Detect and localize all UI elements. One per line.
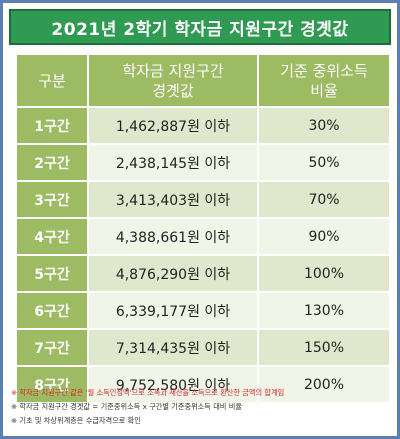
row-ratio: 200% (257, 365, 391, 404)
row-label: 2구간 (15, 143, 89, 182)
header-category-label: 구분 (38, 71, 66, 90)
row-ratio: 150% (257, 328, 391, 367)
header-threshold-line2: 경곗값 (152, 81, 194, 100)
header-ratio: 기준 중위소득 비율 (257, 53, 391, 108)
row-amount: 1,462,887원 이하 (87, 106, 259, 145)
footnote-text: 학자금 지원구간 값은 '월 소득인정액'으로 소득과 재산을 소득으로 환산한… (19, 388, 285, 397)
row-amount: 4,388,661원 이하 (87, 217, 259, 256)
row-amount: 6,339,177원 이하 (87, 291, 259, 330)
header-row: 구분 학자금 지원구간 경곗값 기준 중위소득 비율 (15, 53, 391, 108)
row-ratio: 30% (257, 106, 391, 145)
header-ratio-line2: 비율 (310, 81, 338, 100)
table-row: 8구간 9,752,580원 이하 200% (15, 365, 391, 404)
footnote-text: 학자금 지원구간 경곗값 = 기준중위소득 x 구간별 기준중위소득 대비 비율 (19, 402, 242, 411)
table-row: 4구간 4,388,661원 이하 90% (15, 217, 391, 256)
header-ratio-line1: 기준 중위소득 (280, 61, 368, 80)
footnote-item: ※ 학자금 지원구간 경곗값 = 기준중위소득 x 구간별 기준중위소득 대비 … (11, 400, 395, 414)
table-row: 6구간 6,339,177원 이하 130% (15, 291, 391, 330)
footnotes: ※ 학자금 지원구간 값은 '월 소득인정액'으로 소득과 재산을 소득으로 환… (11, 386, 395, 428)
page-title: 2021년 2학기 학자금 지원구간 경곗값 (9, 9, 391, 45)
table-row: 1구간 1,462,887원 이하 30% (15, 106, 391, 145)
footnote-text: 기초 및 차상위계층은 수급자격으로 확인 (19, 416, 141, 425)
table-body: 1구간 1,462,887원 이하 30% 2구간 2,438,145원 이하 … (15, 106, 391, 404)
row-label: 3구간 (15, 180, 89, 219)
row-ratio: 70% (257, 180, 391, 219)
row-ratio: 130% (257, 291, 391, 330)
row-amount: 2,438,145원 이하 (87, 143, 259, 182)
page-title-text: 2021년 2학기 학자금 지원구간 경곗값 (51, 19, 349, 40)
footnote-mark: ※ (11, 402, 18, 411)
header-threshold-line1: 학자금 지원구간 (122, 61, 224, 80)
footnote-item: ※ 기초 및 차상위계층은 수급자격으로 확인 (11, 414, 395, 428)
row-amount: 9,752,580원 이하 (87, 365, 259, 404)
table-row: 3구간 3,413,403원 이하 70% (15, 180, 391, 219)
row-amount: 3,413,403원 이하 (87, 180, 259, 219)
support-bracket-table: 구분 학자금 지원구간 경곗값 기준 중위소득 비율 1구간 1,462,887… (15, 53, 391, 404)
row-label: 4구간 (15, 217, 89, 256)
header-category: 구분 (15, 53, 89, 108)
table-header: 구분 학자금 지원구간 경곗값 기준 중위소득 비율 (15, 53, 391, 108)
row-ratio: 100% (257, 254, 391, 293)
table-row: 7구간 7,314,435원 이하 150% (15, 328, 391, 367)
row-ratio: 50% (257, 143, 391, 182)
footnote-mark: ※ (11, 416, 18, 425)
row-label: 6구간 (15, 291, 89, 330)
header-threshold: 학자금 지원구간 경곗값 (87, 53, 259, 108)
row-label: 5구간 (15, 254, 89, 293)
row-ratio: 90% (257, 217, 391, 256)
row-label: 7구간 (15, 328, 89, 367)
row-label: 1구간 (15, 106, 89, 145)
footnote-item: ※ 학자금 지원구간 값은 '월 소득인정액'으로 소득과 재산을 소득으로 환… (11, 386, 395, 400)
table-row: 5구간 4,876,290원 이하 100% (15, 254, 391, 293)
table-row: 2구간 2,438,145원 이하 50% (15, 143, 391, 182)
row-amount: 4,876,290원 이하 (87, 254, 259, 293)
footnote-mark: ※ (11, 388, 18, 397)
row-label: 8구간 (15, 365, 89, 404)
row-amount: 7,314,435원 이하 (87, 328, 259, 367)
